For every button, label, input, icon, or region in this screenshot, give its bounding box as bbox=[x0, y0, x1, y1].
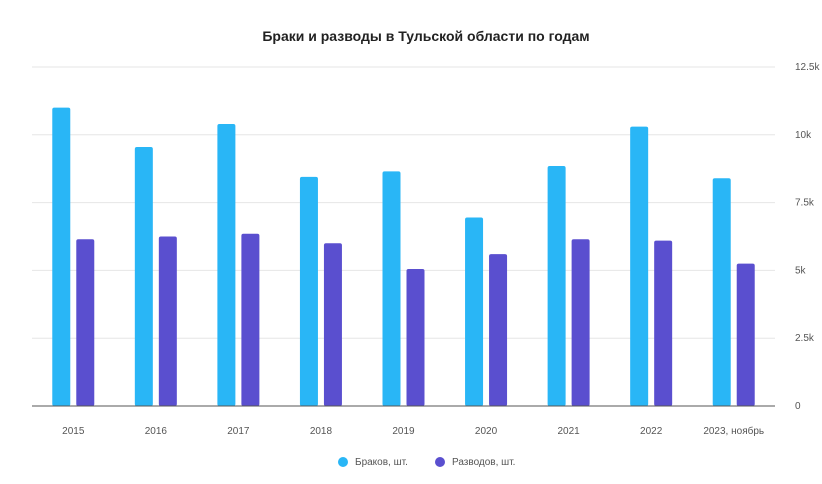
chart-title: Браки и разводы в Тульской области по го… bbox=[262, 28, 589, 44]
bar-divorces bbox=[406, 269, 425, 406]
x-tick-label: 2021 bbox=[557, 426, 580, 437]
bar-marriages bbox=[630, 126, 649, 406]
x-tick-label: 2015 bbox=[62, 426, 85, 437]
legend-item: Разводов, шт. bbox=[435, 457, 515, 468]
y-tick-label: 12.5k bbox=[795, 62, 820, 73]
y-tick-label: 7.5k bbox=[795, 198, 815, 209]
bar-marriages bbox=[382, 171, 401, 406]
bar-marriages bbox=[134, 147, 153, 406]
bar-marriages bbox=[547, 165, 566, 406]
axes: 0 2.5k 5k 7.5k 10k 12.5k 2015 2016 2017 2018 2019 2… bbox=[32, 62, 820, 437]
x-tick-label: 2022 bbox=[640, 426, 663, 437]
x-tick-label: 2017 bbox=[227, 426, 250, 437]
y-tick-label: 10k bbox=[795, 130, 812, 141]
x-tick-label: 2016 bbox=[145, 426, 168, 437]
y-tick-label: 0 bbox=[795, 401, 801, 412]
bar-marriages bbox=[465, 217, 484, 406]
bar-divorces bbox=[323, 243, 342, 406]
x-tick-label: 2019 bbox=[392, 426, 415, 437]
bars bbox=[52, 107, 755, 407]
legend-label: Браков, шт. bbox=[355, 457, 408, 468]
legend-swatch bbox=[435, 457, 445, 467]
bar-divorces bbox=[736, 263, 755, 406]
x-tick-label: 2018 bbox=[310, 426, 333, 437]
y-tick-label: 2.5k bbox=[795, 333, 815, 344]
x-tick-label: 2023, ноябрь bbox=[703, 425, 764, 437]
bar-divorces bbox=[241, 233, 260, 406]
legend: Браков, шт. Разводов, шт. bbox=[338, 457, 515, 468]
legend-item: Браков, шт. bbox=[338, 457, 408, 468]
bar-divorces bbox=[489, 254, 508, 406]
bar-marriages bbox=[217, 123, 236, 407]
bar-marriages bbox=[712, 178, 731, 406]
bar-marriages bbox=[299, 176, 318, 406]
bar-divorces bbox=[158, 236, 177, 406]
bar-divorces bbox=[76, 239, 95, 406]
bar-divorces bbox=[571, 239, 590, 406]
y-tick-label: 5k bbox=[795, 265, 807, 276]
bar-divorces bbox=[654, 240, 673, 406]
bar-marriages bbox=[52, 107, 71, 407]
gridlines bbox=[32, 66, 775, 339]
legend-label: Разводов, шт. bbox=[452, 457, 515, 468]
x-tick-label: 2020 bbox=[475, 426, 498, 437]
legend-swatch bbox=[338, 457, 348, 467]
